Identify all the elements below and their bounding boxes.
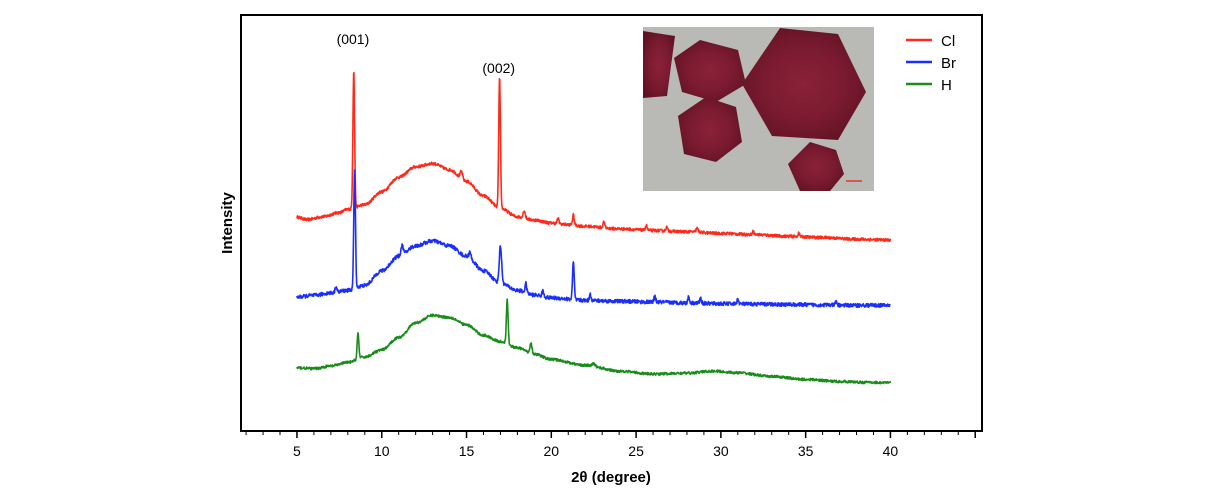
series-line-cl [296, 71, 892, 243]
legend-label-br: Br [941, 55, 956, 72]
x-tick-label: 10 [374, 443, 390, 459]
plot-frame [240, 14, 983, 432]
inset-micrograph [643, 27, 874, 191]
series-line-br [296, 169, 891, 309]
flake-hexagon [643, 31, 675, 98]
flake-hexagon [788, 142, 844, 191]
legend: Cl Br H [906, 33, 956, 94]
series-line-h [296, 298, 892, 385]
x-tick-label: 20 [544, 443, 560, 459]
legend-label-h: H [941, 77, 952, 94]
y-axis-label: Intensity [219, 192, 236, 254]
peak-annotation-002: (002) [482, 60, 515, 76]
flake-hexagon [674, 40, 746, 102]
peak-annotation-001: (001) [337, 31, 370, 47]
x-tick-label: 5 [293, 443, 301, 459]
x-tick-label: 30 [713, 443, 729, 459]
flake-hexagon [742, 28, 866, 140]
x-tick-label: 35 [798, 443, 814, 459]
x-axis-tick-labels: 5 10 15 20 25 30 35 40 [293, 443, 898, 459]
flake-hexagon [678, 97, 742, 162]
series-layer [296, 71, 892, 385]
x-tick-label: 15 [459, 443, 475, 459]
x-axis-ticks [245, 431, 976, 438]
x-tick-label: 25 [628, 443, 644, 459]
x-tick-label: 40 [883, 443, 899, 459]
x-axis-label: 2θ (degree) [571, 469, 651, 486]
legend-label-cl: Cl [941, 33, 955, 50]
